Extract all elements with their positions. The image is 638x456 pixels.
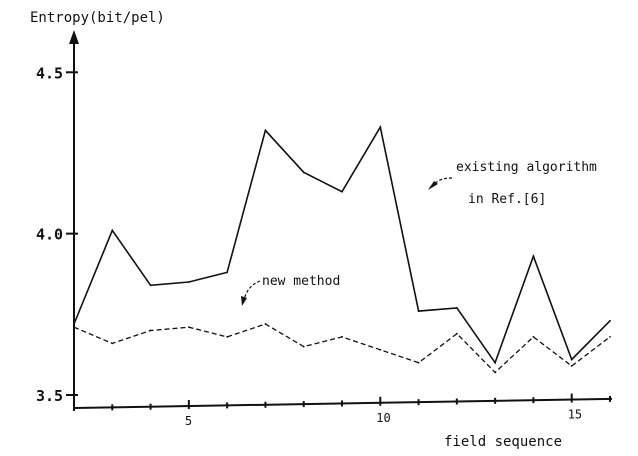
new-method-point bbox=[341, 336, 343, 338]
y-tick-label: 4.5 bbox=[36, 64, 63, 82]
new-method-leader bbox=[243, 280, 261, 301]
existing-algorithm-point bbox=[149, 284, 152, 287]
y-tick-label: 4.0 bbox=[36, 226, 63, 244]
new-method-point bbox=[532, 336, 535, 338]
existing-algorithm-point bbox=[494, 361, 497, 364]
new-method-point bbox=[609, 336, 611, 338]
x-tick-label: 15 bbox=[568, 408, 582, 422]
new-method-point bbox=[455, 332, 458, 335]
chart-axes: 3.5 4.0 4.5 5 10 15 bbox=[36, 30, 613, 428]
y-axis-arrow bbox=[69, 30, 79, 44]
existing-algorithm-point bbox=[73, 323, 75, 325]
new-method-point bbox=[226, 336, 229, 338]
new-method-point bbox=[379, 348, 382, 351]
chart-series bbox=[73, 124, 611, 374]
existing-algorithm-point bbox=[302, 171, 305, 174]
new-method-point bbox=[111, 342, 114, 345]
existing-algorithm-point bbox=[379, 126, 382, 129]
new-method-point bbox=[302, 345, 305, 348]
x-tick-label: 10 bbox=[376, 411, 390, 425]
new-method-point bbox=[149, 329, 152, 332]
new-method-arrowhead bbox=[241, 296, 247, 306]
chart-annotations: existing algorithm in Ref.[6] new method bbox=[241, 160, 597, 306]
new-method-point bbox=[494, 371, 497, 374]
existing-algorithm-annotation: existing algorithm bbox=[456, 160, 597, 175]
existing-algorithm-point bbox=[417, 310, 420, 312]
chart-labels: Entropy(bit/pel) field sequence bbox=[30, 10, 562, 450]
new-method-point bbox=[73, 326, 75, 329]
new-method-point bbox=[417, 361, 420, 364]
existing-algorithm-point bbox=[609, 319, 611, 322]
new-method-line bbox=[73, 323, 611, 374]
y-axis-label: Entropy(bit/pel) bbox=[30, 10, 165, 26]
new-method-point bbox=[264, 323, 267, 325]
x-axis-label: field sequence bbox=[444, 434, 562, 450]
new-method-point bbox=[570, 365, 573, 367]
existing-algorithm-point bbox=[455, 306, 458, 309]
existing-algorithm-annotation: in Ref.[6] bbox=[468, 192, 546, 207]
x-tick-label: 5 bbox=[185, 414, 192, 428]
y-tick-label: 3.5 bbox=[36, 387, 63, 405]
existing-algorithm-arrowhead bbox=[428, 181, 438, 190]
existing-algorithm-point bbox=[341, 190, 343, 193]
existing-algorithm-point bbox=[187, 281, 190, 283]
existing-algorithm-point bbox=[570, 358, 573, 361]
existing-algorithm-point bbox=[111, 229, 114, 232]
new-method-annotation: new method bbox=[262, 274, 340, 289]
existing-algorithm-point bbox=[532, 255, 535, 258]
existing-algorithm-point bbox=[226, 271, 229, 274]
new-method-point bbox=[187, 326, 190, 329]
existing-algorithm-point bbox=[264, 129, 267, 132]
